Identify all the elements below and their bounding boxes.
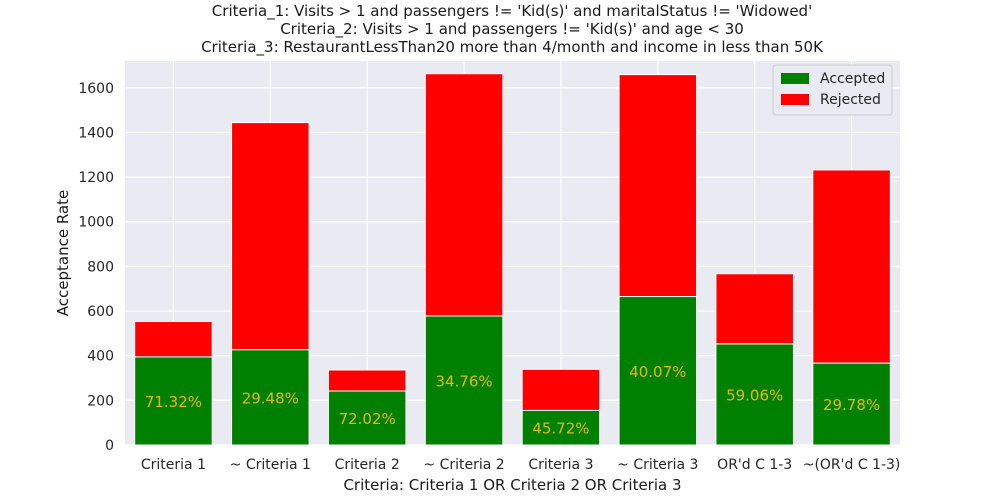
x-tick-label: ~ Criteria 1 <box>230 457 311 473</box>
bar-rejected <box>327 369 407 392</box>
y-tick-label: 400 <box>87 349 114 365</box>
y-tick-label: 800 <box>87 259 114 275</box>
x-tick-label: ~ Criteria 2 <box>423 457 504 473</box>
y-tick-label: 0 <box>105 438 114 454</box>
bar-accepted <box>134 356 213 446</box>
legend: Accepted Rejected <box>772 64 893 116</box>
title-line-1: Criteria_1: Visits > 1 and passengers !=… <box>212 2 812 21</box>
bar-accepted <box>327 390 407 446</box>
bar-rejected <box>231 122 310 351</box>
y-tick-label: 600 <box>87 304 114 320</box>
x-axis-label: Criteria: Criteria 1 OR Criteria 2 OR Cr… <box>343 476 681 494</box>
bar-rejected <box>424 73 504 317</box>
y-tick-label: 1400 <box>78 125 114 141</box>
y-tick-label: 200 <box>87 393 114 409</box>
bar-accepted <box>231 349 310 446</box>
legend-swatch <box>781 94 809 105</box>
legend-swatch <box>781 73 809 84</box>
bar-accepted <box>424 315 504 446</box>
x-tick-label: ~ Criteria 3 <box>617 457 698 473</box>
x-tick-label: ~(OR'd C 1-3) <box>803 457 901 473</box>
y-axis-ticks: 0 200 400 600 800 1000 1200 1400 1600 <box>78 81 114 454</box>
x-axis-ticks: Criteria 1 ~ Criteria 1 Criteria 2 ~ Criter… <box>141 457 901 473</box>
x-tick-label: Criteria 1 <box>141 457 206 473</box>
bar-percentage-label: 45.72% <box>532 420 589 438</box>
title-line-3: Criteria_3: RestaurantLessThan20 more th… <box>201 38 824 57</box>
y-tick-label: 1600 <box>78 81 114 97</box>
bar-accepted <box>715 343 794 446</box>
bar-percentage-label: 29.48% <box>242 389 299 407</box>
bar-percentage-label: 34.76% <box>435 372 492 390</box>
x-tick-label: Criteria 3 <box>528 457 593 473</box>
legend-label: Rejected <box>820 92 881 108</box>
bar-rejected <box>715 273 794 345</box>
bar-rejected <box>812 169 891 364</box>
bar-percentage-label: 29.78% <box>823 396 880 414</box>
bar-accepted <box>521 409 601 446</box>
y-tick-label: 1000 <box>78 215 114 231</box>
bars: 71.32% 29.48% 72.02% 34.76% 45.72% 40.07% 59.0… <box>134 73 891 446</box>
y-tick-label: 1200 <box>78 170 114 186</box>
bar-accepted <box>618 296 698 446</box>
bar-rejected <box>618 74 698 298</box>
x-tick-label: Criteria 2 <box>335 457 400 473</box>
title-line-2: Criteria_2: Visits > 1 and passengers !=… <box>280 20 744 39</box>
legend-label: Accepted <box>820 71 885 87</box>
bar-rejected <box>134 321 213 358</box>
bar-rejected <box>521 368 601 411</box>
bar-percentage-label: 71.32% <box>145 393 202 411</box>
bar-percentage-label: 40.07% <box>629 363 686 381</box>
y-axis-label: Acceptance Rate <box>54 190 72 316</box>
x-tick-label: OR'd C 1-3 <box>717 457 792 473</box>
bar-percentage-label: 59.06% <box>726 386 783 404</box>
chart-title: Criteria_1: Visits > 1 and passengers !=… <box>201 2 824 57</box>
bar-percentage-label: 72.02% <box>339 410 396 428</box>
